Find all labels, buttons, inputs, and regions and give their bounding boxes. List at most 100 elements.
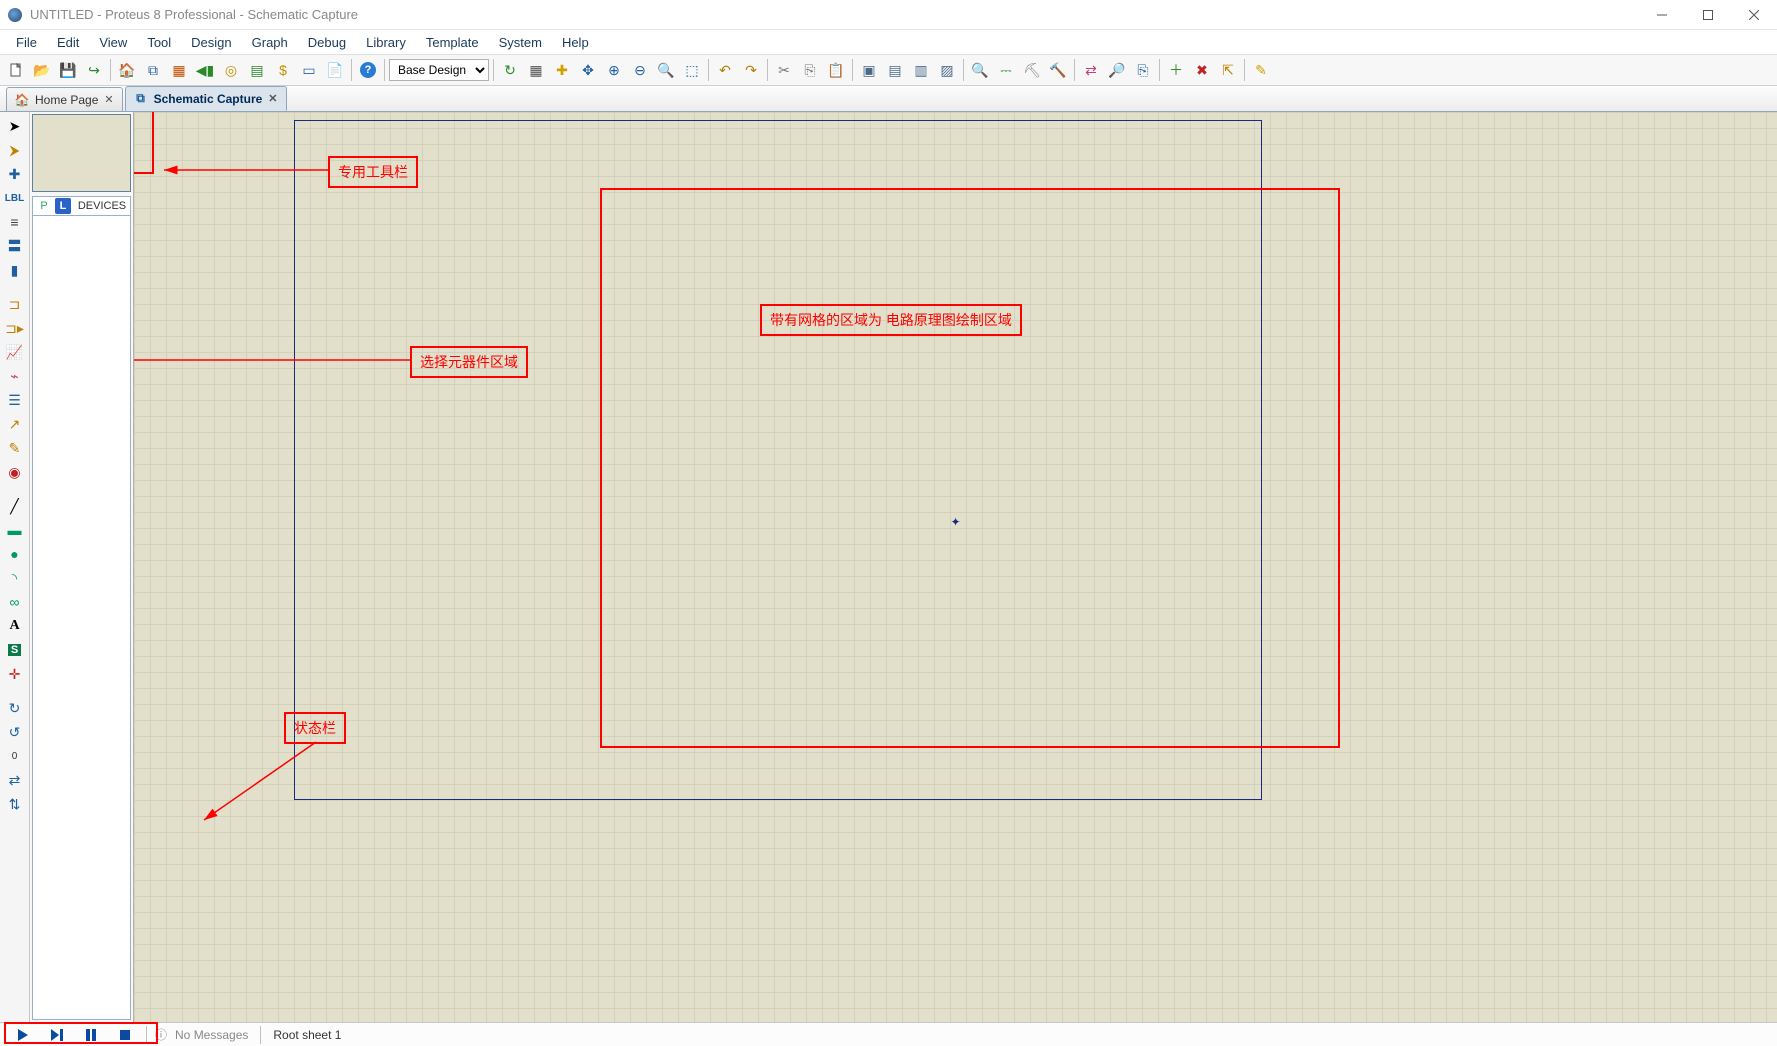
live-netlist-icon[interactable]: ⎘ — [1131, 58, 1155, 82]
netlist-icon[interactable]: ⇄ — [1079, 58, 1103, 82]
menu-system[interactable]: System — [489, 32, 552, 53]
menu-graph[interactable]: Graph — [242, 32, 298, 53]
block-rotate-icon[interactable]: ▥ — [909, 58, 933, 82]
gerber-icon[interactable]: ◎ — [219, 58, 243, 82]
menu-edit[interactable]: Edit — [47, 32, 89, 53]
menu-tool[interactable]: Tool — [137, 32, 181, 53]
path-2d-icon[interactable]: ∞ — [2, 590, 28, 614]
zoom-in-icon[interactable]: ⊕ — [602, 58, 626, 82]
schematic-icon[interactable]: ⧉ — [141, 58, 165, 82]
3dview-icon[interactable]: ◀▮ — [193, 58, 217, 82]
zoom-out-icon[interactable]: ⊖ — [628, 58, 652, 82]
arc-2d-icon[interactable]: ◝ — [2, 566, 28, 590]
minimize-button[interactable] — [1639, 0, 1685, 30]
annot-rect-statusbar — [4, 1022, 158, 1044]
tab-schematic[interactable]: ⧉ Schematic Capture ✕ — [125, 86, 287, 111]
rotate-cw-icon[interactable]: ↻ — [2, 696, 28, 720]
text-2d-icon[interactable]: A — [2, 614, 28, 638]
pan-icon[interactable]: ✥ — [576, 58, 600, 82]
exit-sheet-icon[interactable]: ⇱ — [1216, 58, 1240, 82]
graph-mode-icon[interactable]: 📈 — [2, 340, 28, 364]
close-project-icon[interactable]: ↪ — [82, 58, 106, 82]
schematic-canvas[interactable]: ✦ 专用工具栏 选择元器件区域 带有网格的区域为 电路原理图绘制区域 状态栏 — [134, 112, 1777, 1022]
grid-icon[interactable]: ▦ — [524, 58, 548, 82]
tools-icon[interactable]: 🔨 — [1046, 58, 1070, 82]
selection-mode-icon[interactable]: ➤ — [2, 114, 28, 138]
component-mode-icon[interactable]: ⮞ — [2, 138, 28, 162]
object-selector-panel: P L DEVICES — [30, 112, 134, 1022]
package-icon[interactable]: ⎓ — [994, 58, 1018, 82]
bom-icon[interactable]: ▤ — [245, 58, 269, 82]
home-icon[interactable]: 🏠 — [115, 58, 139, 82]
new-file-icon[interactable] — [4, 58, 28, 82]
block-move-icon[interactable]: ▤ — [883, 58, 907, 82]
help-icon[interactable]: ? — [356, 58, 380, 82]
current-probe-icon[interactable]: ✎ — [2, 436, 28, 460]
status-sheet: Root sheet 1 — [265, 1028, 349, 1042]
tape-icon[interactable]: ⌁ — [2, 364, 28, 388]
undo-icon[interactable]: ↶ — [713, 58, 737, 82]
tab-home[interactable]: 🏠 Home Page ✕ — [6, 87, 123, 111]
bill-icon[interactable]: $ — [271, 58, 295, 82]
menu-debug[interactable]: Debug — [298, 32, 356, 53]
devices-list[interactable] — [32, 216, 131, 1020]
origin-icon[interactable]: ✚ — [550, 58, 574, 82]
design-variant-select[interactable]: Base Design — [389, 59, 489, 81]
open-file-icon[interactable]: 📂 — [30, 58, 54, 82]
bus-mode-icon[interactable]: 〓 — [2, 234, 28, 258]
decompose-icon[interactable]: ⛏ — [1020, 58, 1044, 82]
wire-label-icon[interactable]: LBL — [2, 186, 28, 210]
code-icon[interactable]: ▭ — [297, 58, 321, 82]
zoom-area-icon[interactable]: ⬚ — [680, 58, 704, 82]
menu-help[interactable]: Help — [552, 32, 599, 53]
subcircuit-icon[interactable]: ▮ — [2, 258, 28, 282]
find-icon[interactable]: 🔍 — [968, 58, 992, 82]
junction-mode-icon[interactable]: ✚ — [2, 162, 28, 186]
property-icon[interactable]: ✎ — [1249, 58, 1273, 82]
terminal-icon[interactable]: ⊐ — [2, 292, 28, 316]
symbol-2d-icon[interactable]: S — [2, 638, 28, 662]
text-script-icon[interactable]: ≡ — [2, 210, 28, 234]
instruments-icon[interactable]: ◉ — [2, 460, 28, 484]
notes-icon[interactable]: 📄 — [323, 58, 347, 82]
library-button[interactable]: L — [55, 198, 71, 214]
overview-window[interactable] — [32, 114, 131, 192]
generator-icon[interactable]: ☰ — [2, 388, 28, 412]
angle-icon[interactable]: 0 — [2, 744, 28, 768]
line-2d-icon[interactable]: ╱ — [2, 494, 28, 518]
menu-library[interactable]: Library — [356, 32, 416, 53]
menu-design[interactable]: Design — [181, 32, 241, 53]
copy-icon[interactable]: ⎘ — [798, 58, 822, 82]
refresh-icon[interactable]: ↻ — [498, 58, 522, 82]
close-icon[interactable]: ✕ — [104, 93, 113, 106]
menu-template[interactable]: Template — [416, 32, 489, 53]
block-delete-icon[interactable]: ▨ — [935, 58, 959, 82]
menu-file[interactable]: File — [6, 32, 47, 53]
save-icon[interactable]: 💾 — [56, 58, 80, 82]
close-button[interactable] — [1731, 0, 1777, 30]
mode-toolbar: ➤ ⮞ ✚ LBL ≡ 〓 ▮ ⊐ ⊐▸ 📈 ⌁ ☰ ↗ ✎ ◉ ╱ ▬ ● ◝… — [0, 112, 30, 1022]
remove-sheet-icon[interactable]: ✖ — [1190, 58, 1214, 82]
marker-2d-icon[interactable]: ✛ — [2, 662, 28, 686]
menu-view[interactable]: View — [89, 32, 137, 53]
zoom-fit-icon[interactable]: 🔍 — [654, 58, 678, 82]
voltage-probe-icon[interactable]: ↗ — [2, 412, 28, 436]
pick-device-button[interactable]: P — [36, 198, 52, 214]
paste-icon[interactable]: 📋 — [824, 58, 848, 82]
rotate-ccw-icon[interactable]: ↺ — [2, 720, 28, 744]
close-icon[interactable]: ✕ — [268, 92, 277, 105]
pcb-icon[interactable]: ▦ — [167, 58, 191, 82]
flip-h-icon[interactable]: ⇄ — [2, 768, 28, 792]
flip-v-icon[interactable]: ⇅ — [2, 792, 28, 816]
redo-icon[interactable]: ↷ — [739, 58, 763, 82]
maximize-button[interactable] — [1685, 0, 1731, 30]
device-pin-icon[interactable]: ⊐▸ — [2, 316, 28, 340]
erc-search-icon[interactable]: 🔎 — [1105, 58, 1129, 82]
cut-icon[interactable]: ✂ — [772, 58, 796, 82]
home-icon: 🏠 — [15, 93, 29, 107]
new-sheet-icon[interactable]: ＋ — [1164, 58, 1188, 82]
circle-2d-icon[interactable]: ● — [2, 542, 28, 566]
main-toolbar: 📂 💾 ↪ 🏠 ⧉ ▦ ◀▮ ◎ ▤ $ ▭ 📄 ? Base Design ↻… — [0, 54, 1777, 86]
block-copy-icon[interactable]: ▣ — [857, 58, 881, 82]
box-2d-icon[interactable]: ▬ — [2, 518, 28, 542]
